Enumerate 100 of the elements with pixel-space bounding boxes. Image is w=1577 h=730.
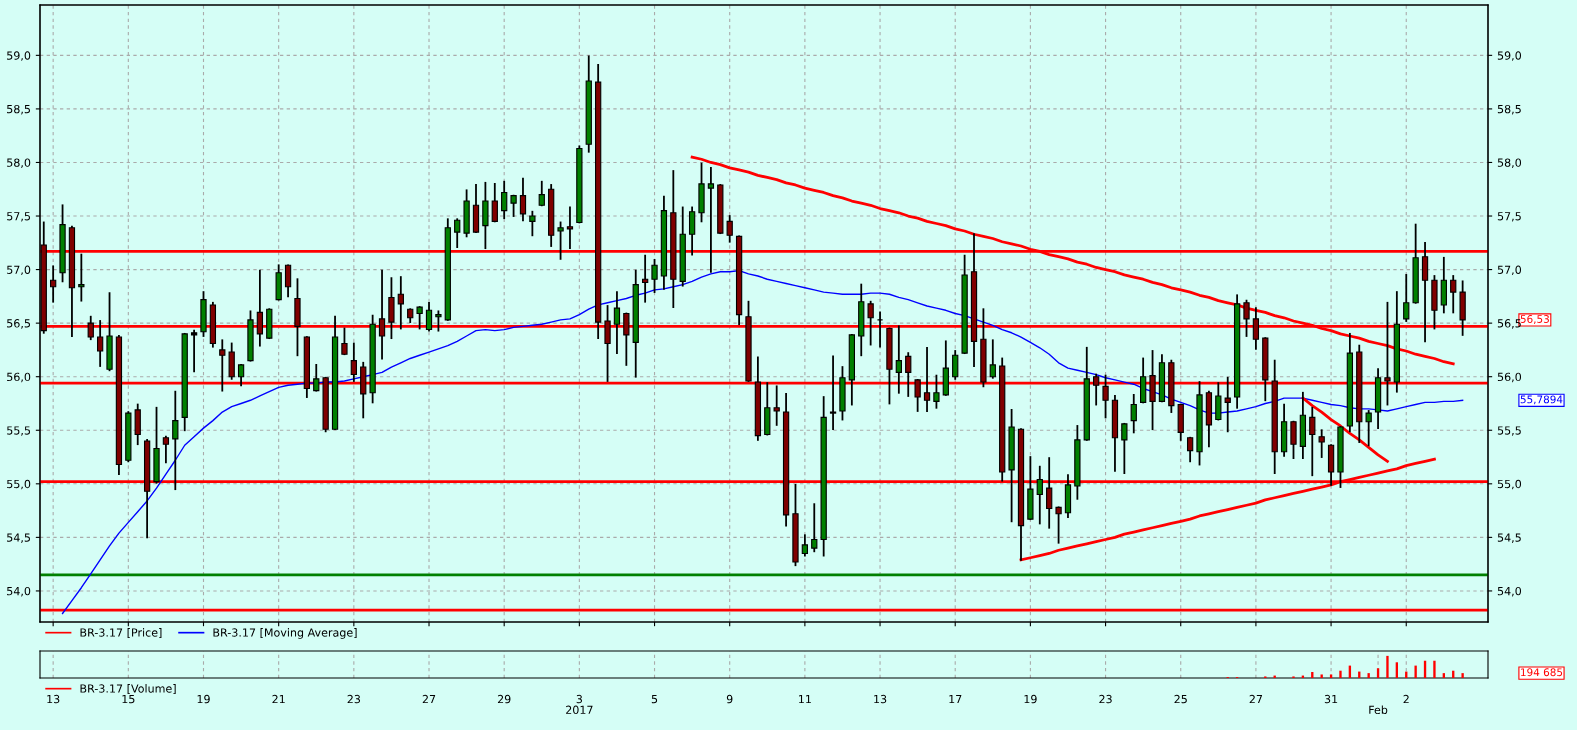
x-tick-label: 2	[1403, 694, 1409, 704]
x-tick-label: 19	[197, 694, 210, 704]
x-tick-label: 3 2017	[566, 694, 593, 715]
y2-tick-label: 56,5	[1497, 319, 1521, 329]
candlestick	[726, 215, 733, 243]
candlestick	[501, 180, 508, 220]
y-tick-label: 57,5	[7, 212, 30, 222]
candlestick	[416, 306, 423, 330]
y2-tick-label: 59,0	[1497, 51, 1522, 61]
bar	[1367, 673, 1370, 678]
y2-tick-label: 54,0	[1497, 586, 1522, 597]
candlestick	[1186, 436, 1194, 463]
candlestick	[529, 210, 536, 237]
candlestick	[1121, 422, 1128, 475]
text: 194 685	[1521, 668, 1563, 677]
candlestick	[284, 264, 292, 298]
y2-tick-label: 57,5	[1497, 212, 1521, 222]
candlestick	[256, 269, 264, 347]
candlestick	[87, 315, 94, 341]
candlestick	[510, 194, 517, 217]
candlestick	[1450, 275, 1457, 314]
candlestick	[313, 364, 320, 392]
legend-label: BR-3.17 [Volume]	[80, 684, 176, 695]
y2-tick-label: 58,0	[1497, 158, 1522, 168]
candlestick	[78, 253, 85, 302]
y2-tick-label: 58,5	[1497, 104, 1521, 115]
candlestick	[96, 320, 104, 367]
candlestick	[519, 177, 527, 222]
x-tick-label: 5	[651, 695, 658, 704]
candlestick	[801, 534, 809, 557]
y-tick-label: 54,0	[7, 586, 31, 597]
bar	[1329, 674, 1333, 678]
candlestick	[341, 327, 348, 356]
candlestick	[811, 503, 818, 553]
x-tick-label: 27	[1249, 694, 1263, 704]
candlestick	[707, 166, 715, 273]
candlestick	[688, 206, 696, 256]
y2-tick-label: 54,5	[1497, 533, 1521, 543]
candlestick	[1130, 394, 1137, 434]
y2-tick-label: 55,5	[1497, 426, 1521, 436]
candlestick	[1403, 274, 1410, 322]
candlestick	[538, 180, 545, 207]
x-tick-label: 13	[47, 694, 60, 704]
x-tick-label: 9	[726, 694, 733, 704]
candlestick	[1290, 420, 1297, 460]
candlestick	[773, 385, 780, 426]
x-tick-label: 29	[497, 694, 511, 704]
text: 55,7894	[1520, 395, 1563, 405]
y-tick-label: 59,0	[7, 51, 31, 61]
candlestick	[623, 312, 630, 366]
candlestick	[604, 305, 611, 382]
candlestick	[378, 269, 386, 360]
x-tick-label: 23	[1099, 694, 1112, 704]
bar	[1320, 674, 1323, 678]
candlestick	[1036, 465, 1043, 525]
candlestick	[557, 221, 564, 260]
x-tick-label: 17	[949, 695, 962, 704]
x-tick-label: 21	[272, 694, 285, 704]
y-tick-label: 56,5	[7, 319, 30, 329]
bar	[1442, 673, 1446, 678]
candlestick	[952, 350, 959, 380]
y2-tick-label: 55,0	[1497, 479, 1522, 490]
text: BR-3.17 [Price]	[80, 628, 162, 639]
candlestick	[989, 339, 996, 379]
x-tick-label: Feb	[1369, 705, 1388, 715]
candlestick	[651, 259, 658, 293]
candlestick	[425, 301, 433, 332]
candlestick	[933, 374, 940, 409]
legend-label: BR-3.17 [Moving Average]	[213, 628, 357, 639]
candlestick	[641, 254, 649, 303]
candlestick	[1318, 429, 1325, 458]
candlestick	[923, 346, 931, 412]
x-tick-label: 25	[1174, 694, 1187, 704]
bar	[1461, 673, 1464, 678]
candlestick	[454, 218, 461, 248]
bar	[1414, 665, 1417, 678]
candlestick	[237, 364, 245, 387]
candlestick	[1215, 382, 1222, 421]
line-series	[1301, 396, 1389, 463]
y-tick-label: 56,0	[7, 372, 31, 383]
x-tick-label: 11	[799, 695, 811, 704]
x-tick-label: 23	[347, 694, 361, 704]
candlestick	[566, 206, 574, 250]
line-series	[61, 269, 1464, 615]
y2-tick-label: 57,0	[1497, 265, 1522, 276]
candlestick	[1309, 406, 1316, 477]
candlestick	[435, 310, 442, 332]
candlestick	[172, 390, 179, 491]
text: 56,53	[1520, 315, 1549, 325]
candlestick	[1224, 376, 1231, 433]
x-tick-label: 19	[1024, 694, 1037, 704]
bar	[1386, 655, 1389, 678]
y-tick-label: 57,0	[7, 265, 31, 276]
y2-tick-label: 56,0	[1497, 372, 1522, 383]
candlestick	[1093, 373, 1100, 406]
candlestick	[1102, 374, 1109, 419]
x-tick-label: 31	[1324, 694, 1338, 704]
candlestick	[613, 291, 621, 355]
y-tick-label: 58,5	[7, 104, 30, 115]
candlestick	[1365, 410, 1372, 447]
